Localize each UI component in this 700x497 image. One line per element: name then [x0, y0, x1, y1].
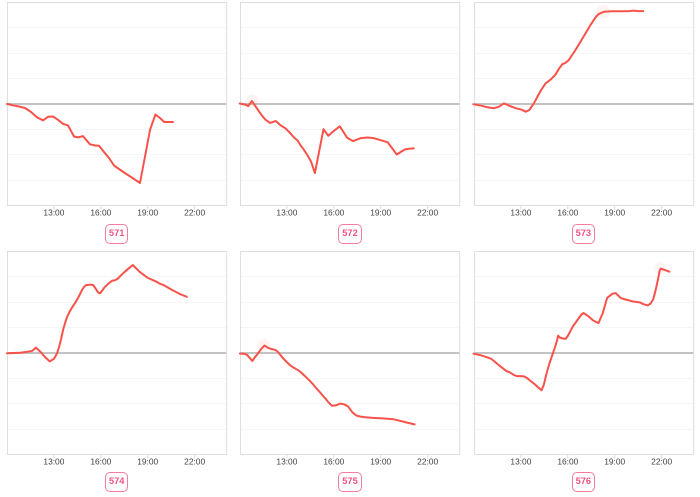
svg-text:19:00: 19:00: [604, 456, 625, 466]
svg-text:22:00: 22:00: [184, 456, 205, 466]
svg-text:19:00: 19:00: [604, 208, 625, 218]
svg-text:22:00: 22:00: [184, 208, 205, 218]
svg-text:22:00: 22:00: [651, 208, 672, 218]
svg-text:16:00: 16:00: [557, 208, 578, 218]
svg-text:22:00: 22:00: [651, 456, 672, 466]
svg-text:19:00: 19:00: [371, 208, 392, 218]
svg-text:19:00: 19:00: [137, 456, 158, 466]
svg-text:13:00: 13:00: [43, 208, 64, 218]
svg-text:16:00: 16:00: [90, 456, 111, 466]
svg-text:16:00: 16:00: [324, 456, 345, 466]
svg-text:13:00: 13:00: [43, 456, 64, 466]
svg-text:13:00: 13:00: [510, 208, 531, 218]
svg-text:13:00: 13:00: [277, 208, 298, 218]
svg-text:16:00: 16:00: [557, 456, 578, 466]
svg-text:13:00: 13:00: [277, 456, 298, 466]
svg-text:13:00: 13:00: [510, 456, 531, 466]
svg-text:19:00: 19:00: [371, 456, 392, 466]
svg-text:19:00: 19:00: [137, 208, 158, 218]
svg-text:22:00: 22:00: [417, 208, 438, 218]
svg-text:16:00: 16:00: [90, 208, 111, 218]
svg-text:16:00: 16:00: [324, 208, 345, 218]
svg-text:22:00: 22:00: [417, 456, 438, 466]
